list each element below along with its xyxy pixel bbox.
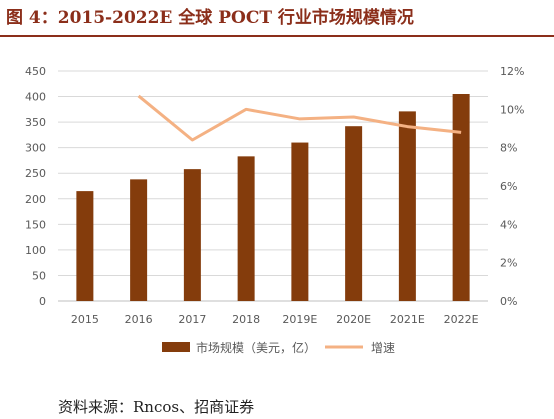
source-note: 资料来源：Rncos、招商证券 xyxy=(58,398,255,416)
y-left-tick-label: 0 xyxy=(39,295,46,308)
legend-line-label: 增速 xyxy=(371,341,395,355)
x-tick-label: 2017 xyxy=(178,313,206,326)
title-rule xyxy=(0,35,554,37)
y-left-tick-label: 250 xyxy=(25,167,46,180)
bar xyxy=(291,142,309,301)
y-right-tick-label: 6% xyxy=(500,180,517,193)
y-left-tick-label: 450 xyxy=(25,65,46,78)
bar xyxy=(452,94,470,301)
chart-svg: 0 50 100 150 200 250 300 350 400 450 0% 2% 4% 6% 8% 10%… xyxy=(25,65,524,355)
y-left-tick-label: 50 xyxy=(32,269,46,282)
x-tick-label: 2022E xyxy=(444,313,479,326)
bar xyxy=(345,126,363,301)
y-right-tick-label: 10% xyxy=(500,103,524,116)
x-tick-label: 2015 xyxy=(71,313,99,326)
figure-title: 图 4：2015-2022E 全球 POCT 行业市场规模情况 xyxy=(6,8,414,28)
bar xyxy=(76,191,94,301)
y-left-tick-label: 200 xyxy=(25,193,46,206)
legend-bar-label: 市场规模（美元，亿） xyxy=(196,340,316,355)
y-right-tick-label: 0% xyxy=(500,295,517,308)
y-right-tick-label: 8% xyxy=(500,142,517,155)
y-left-tick-label: 100 xyxy=(25,244,46,257)
y-left-tick-label: 400 xyxy=(25,91,46,104)
y-left-tick-label: 350 xyxy=(25,116,46,129)
bar xyxy=(183,169,201,301)
x-tick-label: 2020E xyxy=(336,313,371,326)
x-tick-label: 2016 xyxy=(125,313,153,326)
y-left-tick-label: 150 xyxy=(25,218,46,231)
y-left-tick-label: 300 xyxy=(25,142,46,155)
bar xyxy=(398,111,416,301)
y-right-tick-label: 4% xyxy=(500,218,517,231)
x-tick-label: 2019E xyxy=(282,313,317,326)
y-right-tick-label: 2% xyxy=(500,257,517,270)
bar xyxy=(237,156,255,301)
y-right-tick-label: 12% xyxy=(500,65,524,78)
bar xyxy=(130,179,148,301)
chart-area: 0 50 100 150 200 250 300 350 400 450 0% 2% 4% 6% 8% 10%… xyxy=(0,50,554,375)
x-tick-label: 2018 xyxy=(232,313,260,326)
x-tick-label: 2021E xyxy=(390,313,425,326)
legend-bar-swatch xyxy=(162,342,190,352)
